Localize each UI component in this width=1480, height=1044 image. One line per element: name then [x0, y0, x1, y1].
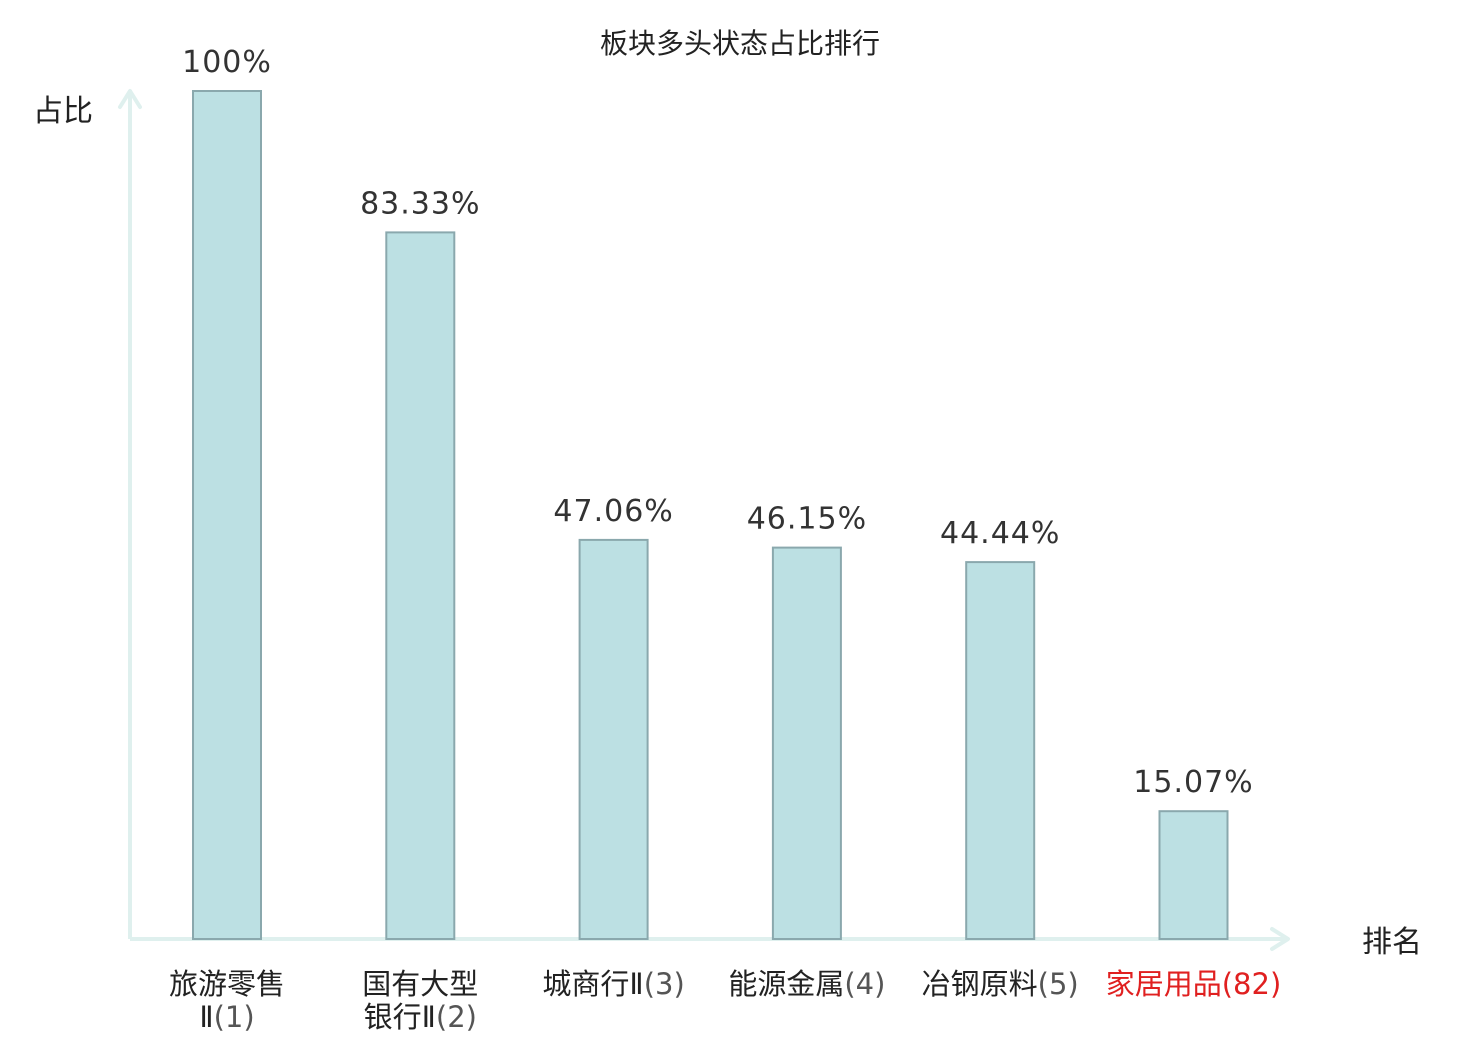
category-tick-label: 家居用品(82) [1106, 967, 1282, 1001]
value-labels-group: 100% 83.33% 47.06% 46.15% 44.44% 15.07% [182, 45, 1253, 800]
bar [1158, 810, 1229, 941]
data-label: 46.15% [747, 502, 867, 537]
data-label: 100% [182, 45, 272, 80]
bars-group [192, 90, 1229, 941]
category-tick-label: 能源金属(4) [728, 967, 885, 1001]
chart-title: 板块多头状态占比排行 [600, 27, 880, 60]
category-tick-label: 旅游零售 Ⅱ(1) [169, 967, 285, 1034]
bar [771, 546, 842, 940]
data-label: 15.07% [1133, 765, 1253, 800]
y-axis-label: 占比 [33, 94, 93, 129]
x-axis-arrow [1270, 927, 1290, 951]
data-label: 83.33% [360, 186, 480, 221]
x-axis-label: 排名 [1362, 925, 1422, 960]
category-tick-label: 国有大型银行Ⅱ(2) [362, 967, 478, 1034]
category-tick-label: 城商行Ⅱ(3) [542, 967, 684, 1001]
bar [965, 561, 1036, 940]
category-tick-label: 冶钢原料(5) [922, 967, 1079, 1001]
y-axis-arrow [118, 89, 142, 109]
data-label: 47.06% [553, 494, 673, 529]
bar [385, 231, 456, 940]
bar [578, 538, 649, 941]
bar [192, 90, 262, 940]
axes [118, 89, 1290, 951]
data-label: 44.44% [940, 516, 1060, 551]
category-labels-group: 旅游零售 Ⅱ(1) 国有大型银行Ⅱ(2) 城商行Ⅱ(3) 能源金属(4) 冶钢原料(5) 家… [169, 967, 1281, 1034]
